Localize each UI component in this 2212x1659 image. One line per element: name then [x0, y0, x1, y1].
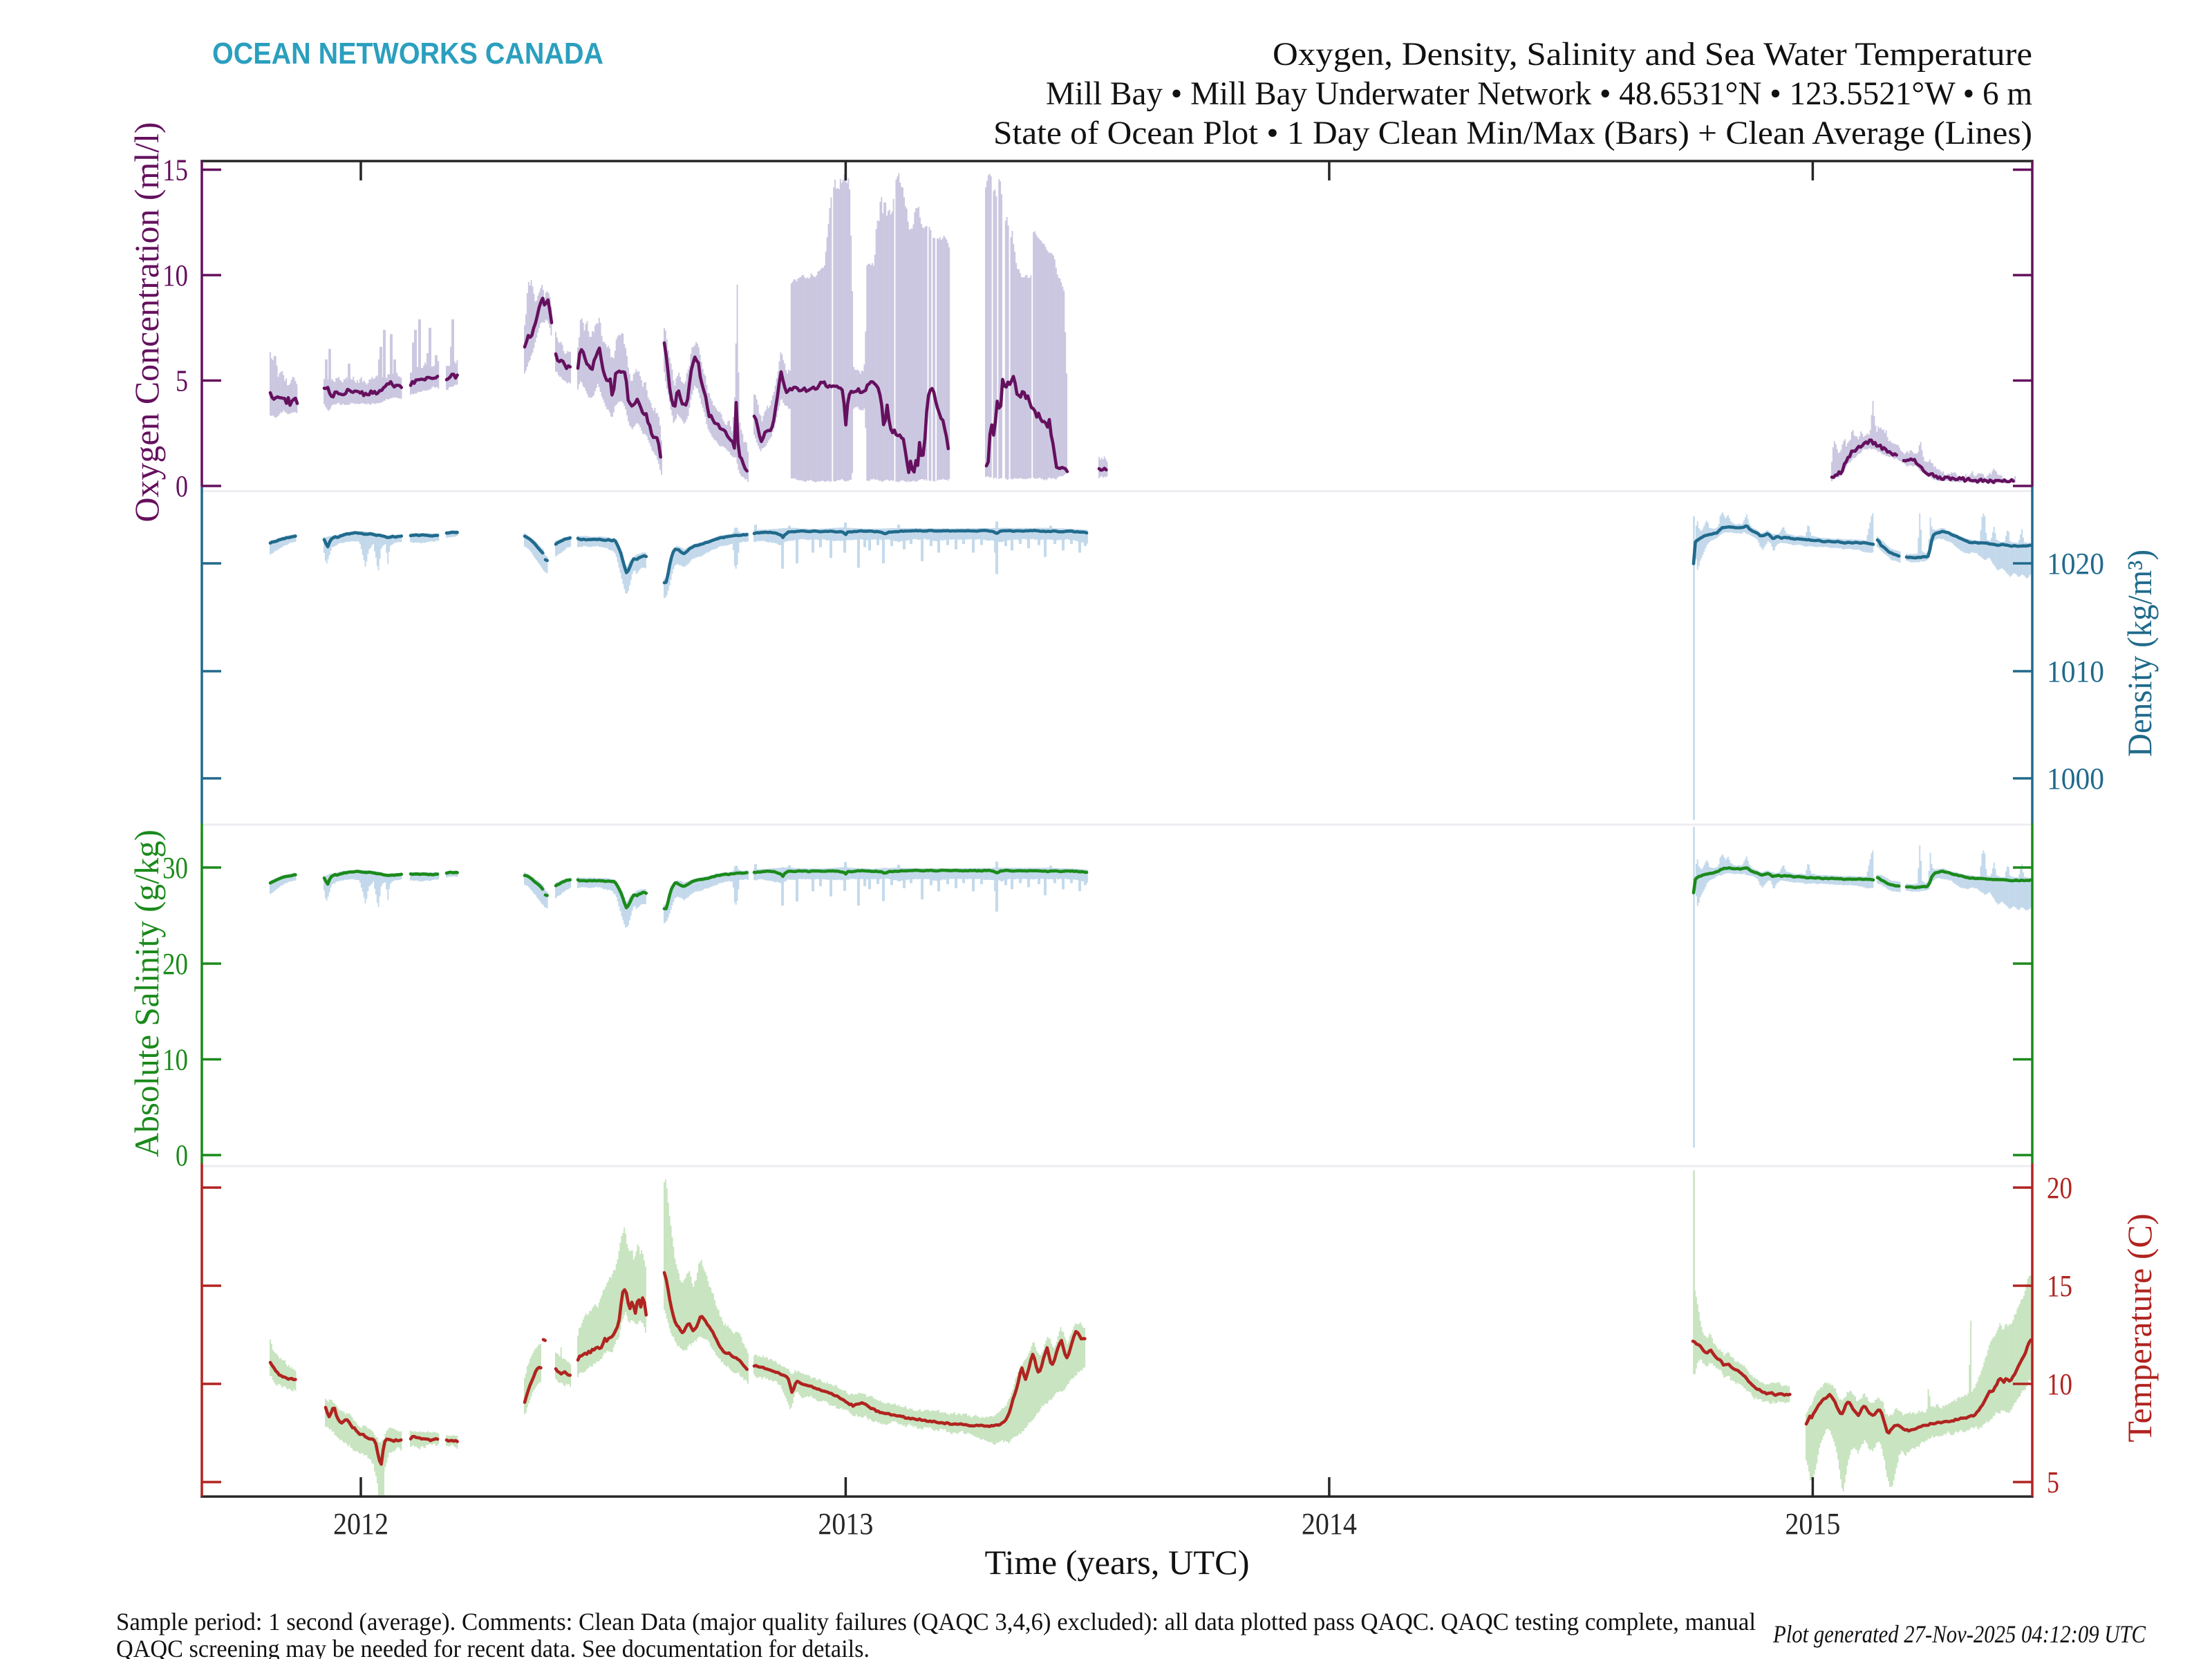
svg-text:Temperature (C): Temperature (C)	[2120, 1214, 2159, 1443]
svg-text:0: 0	[176, 1138, 188, 1172]
svg-text:Oxygen, Density, Salinity and: Oxygen, Density, Salinity and Sea Water …	[1273, 36, 2032, 73]
svg-text:0: 0	[176, 469, 188, 503]
svg-text:20: 20	[2047, 1171, 2072, 1205]
svg-text:15: 15	[162, 153, 188, 187]
svg-text:2014: 2014	[1302, 1507, 1357, 1541]
svg-text:OCEAN NETWORKS CANADA: OCEAN NETWORKS CANADA	[212, 37, 603, 71]
svg-text:2013: 2013	[818, 1507, 873, 1541]
svg-text:15: 15	[2047, 1269, 2072, 1303]
svg-text:QAQC screening may be needed f: QAQC screening may be needed for recent …	[116, 1635, 870, 1659]
svg-text:Density (kg/m³): Density (kg/m³)	[2120, 550, 2159, 757]
svg-text:5: 5	[2047, 1465, 2059, 1499]
svg-text:10: 10	[2047, 1367, 2072, 1401]
svg-text:Time (years, UTC): Time (years, UTC)	[985, 1543, 1250, 1582]
svg-text:10: 10	[162, 1043, 188, 1077]
svg-text:10: 10	[162, 259, 188, 292]
svg-text:1000: 1000	[2047, 762, 2104, 796]
svg-text:1020: 1020	[2047, 547, 2104, 581]
svg-text:Oxygen Concentration (ml/l): Oxygen Concentration (ml/l)	[127, 122, 166, 523]
svg-text:Absolute Salinity (g/kg): Absolute Salinity (g/kg)	[127, 830, 166, 1157]
svg-text:30: 30	[162, 851, 188, 885]
svg-text:20: 20	[162, 947, 188, 981]
svg-text:2012: 2012	[333, 1507, 388, 1541]
svg-text:Sample period: 1 second (avera: Sample period: 1 second (average). Comme…	[116, 1608, 1756, 1635]
svg-text:1010: 1010	[2047, 655, 2104, 688]
svg-text:Mill Bay • Mill Bay Underwater: Mill Bay • Mill Bay Underwater Network •…	[1046, 75, 2032, 112]
svg-text:Plot generated 27-Nov-2025 04:: Plot generated 27-Nov-2025 04:12:09 UTC	[1772, 1620, 2146, 1648]
svg-text:5: 5	[176, 364, 188, 398]
svg-text:2015: 2015	[1785, 1507, 1840, 1541]
svg-text:State of Ocean Plot • 1 Day Cl: State of Ocean Plot • 1 Day Clean Min/Ma…	[993, 115, 2032, 151]
